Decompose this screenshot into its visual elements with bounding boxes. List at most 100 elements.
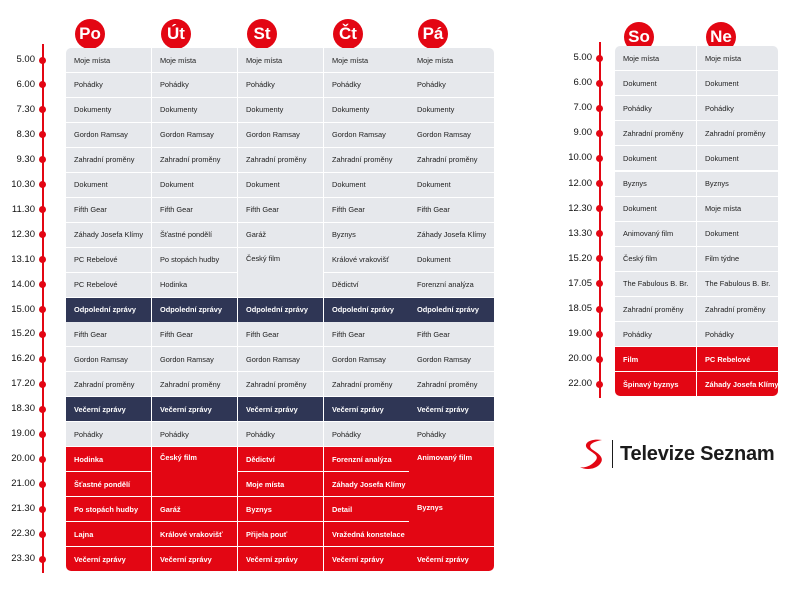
program-cell: Pohádky xyxy=(152,422,237,447)
program-cell: Byznys xyxy=(697,171,778,196)
program-cell: Moje místa xyxy=(324,48,409,72)
program-cell: Byznys xyxy=(324,222,409,247)
program-cell: Večerní zprávy xyxy=(152,397,237,422)
program-cell: Dědictví xyxy=(324,272,409,297)
time-label: 6.00 xyxy=(573,77,593,89)
program-cell: Dokument xyxy=(697,221,778,246)
program-cell: Pohádky xyxy=(324,72,409,97)
program-cell: Králové vrakovišť xyxy=(324,247,409,272)
program-cell: Byznys xyxy=(238,497,323,522)
program-cell: Večerní zprávy xyxy=(409,397,494,422)
time-dot xyxy=(39,81,46,89)
program-cell: Forenzní analýza xyxy=(409,272,494,297)
program-cell: Fifth Gear xyxy=(152,197,237,222)
time-label: 12.30 xyxy=(11,228,35,240)
time-label: 9.00 xyxy=(573,127,593,139)
program-cell: Šťastné pondělí xyxy=(152,222,237,247)
program-cell: Zahradní proměny xyxy=(66,372,151,397)
program-cell: Forenzní analýza xyxy=(324,447,409,472)
seznam-s-icon xyxy=(580,439,602,469)
program-cell: Dokument xyxy=(409,172,494,197)
time-dot xyxy=(596,104,603,112)
time-label: 15.20 xyxy=(11,328,35,340)
time-dot xyxy=(39,56,46,64)
time-label: 15.20 xyxy=(568,252,592,264)
program-cell: Večerní zprávy xyxy=(238,547,323,571)
program-cell: Gordon Ramsay xyxy=(66,122,151,147)
program-cell: Český film xyxy=(238,247,323,297)
time-dot xyxy=(39,256,46,264)
time-label: 18.30 xyxy=(11,403,35,415)
program-cell: Večerní zprávy xyxy=(66,547,151,571)
time-label: 19.00 xyxy=(11,428,35,440)
televize-seznam-logo: Televize Seznam xyxy=(578,436,775,472)
time-dot xyxy=(39,181,46,189)
program-cell: Gordon Ramsay xyxy=(409,122,494,147)
time-dot xyxy=(39,106,46,114)
program-cell: Fifth Gear xyxy=(409,197,494,222)
time-dot xyxy=(596,280,603,288)
time-label: 5.00 xyxy=(16,54,36,65)
program-cell: Po stopách hudby xyxy=(66,497,151,522)
program-cell: PC Rebelové xyxy=(66,247,151,272)
time-label: 16.20 xyxy=(11,353,35,365)
program-cell: Hodinka xyxy=(66,447,151,472)
program-cell: Byznys xyxy=(615,171,696,196)
time-dot xyxy=(39,206,46,214)
time-label: 8.30 xyxy=(16,128,36,140)
program-cell: Moje místa xyxy=(152,48,237,72)
time-label: 22.30 xyxy=(11,528,35,540)
program-cell: Gordon Ramsay xyxy=(324,347,409,372)
time-dot xyxy=(596,380,603,388)
program-cell: Zahradní proměny xyxy=(152,372,237,397)
program-cell: Gordon Ramsay xyxy=(324,122,409,147)
program-cell: Pohádky xyxy=(615,96,696,121)
logo-text: Televize Seznam xyxy=(620,442,775,465)
program-cell: Záhady Josefa Klímy xyxy=(324,472,409,497)
time-label: 21.30 xyxy=(11,503,35,515)
time-label: 15.00 xyxy=(11,303,35,315)
program-cell: Gordon Ramsay xyxy=(238,122,323,147)
time-label: 6.00 xyxy=(16,78,36,90)
program-cell: Byznys xyxy=(409,497,494,547)
program-cell: Fifth Gear xyxy=(324,197,409,222)
time-dot xyxy=(39,380,46,388)
time-label: 17.20 xyxy=(11,378,35,390)
time-dot xyxy=(596,230,603,238)
program-cell: Zahradní proměny xyxy=(66,147,151,172)
program-cell: Po stopách hudby xyxy=(152,247,237,272)
program-cell: PC Rebelové xyxy=(66,272,151,297)
program-cell: Moje místa xyxy=(697,196,778,221)
program-cell: Dokument xyxy=(409,247,494,272)
program-cell: PC Rebelové xyxy=(697,347,778,372)
program-cell: Odpolední zprávy xyxy=(324,297,409,322)
logo-divider xyxy=(612,440,613,468)
program-cell: Pohádky xyxy=(66,72,151,97)
program-cell: Zahradní proměny xyxy=(238,372,323,397)
program-cell: Králové vrakovišť xyxy=(152,522,237,547)
program-cell: Gordon Ramsay xyxy=(238,347,323,372)
program-cell: Moje místa xyxy=(66,48,151,72)
time-label: 19.00 xyxy=(568,328,592,340)
program-cell: Zahradní proměny xyxy=(615,297,696,321)
day-header: Út xyxy=(161,19,191,49)
program-cell: Zahradní proměny xyxy=(409,372,494,397)
program-cell: Přijela pouť xyxy=(238,522,323,547)
program-cell: Odpolední zprávy xyxy=(238,297,323,322)
program-cell: Pohádky xyxy=(324,422,409,447)
program-cell: Dokumenty xyxy=(152,97,237,122)
program-cell: Záhady Josefa Klímy xyxy=(697,372,778,397)
time-dot xyxy=(39,306,46,313)
time-label: 23.30 xyxy=(11,553,35,564)
time-dot xyxy=(39,281,46,289)
program-cell: Hodinka xyxy=(152,272,237,297)
time-label: 14.00 xyxy=(11,278,35,290)
program-cell: Pohádky xyxy=(238,72,323,97)
program-cell: Moje místa xyxy=(238,48,323,72)
time-label: 10.00 xyxy=(568,152,592,164)
time-label: 12.30 xyxy=(568,202,592,214)
day-header: Po xyxy=(75,19,105,49)
program-cell: Večerní zprávy xyxy=(409,547,494,571)
program-cell: Večerní zprávy xyxy=(324,547,409,571)
program-cell: Šťastné pondělí xyxy=(66,472,151,497)
